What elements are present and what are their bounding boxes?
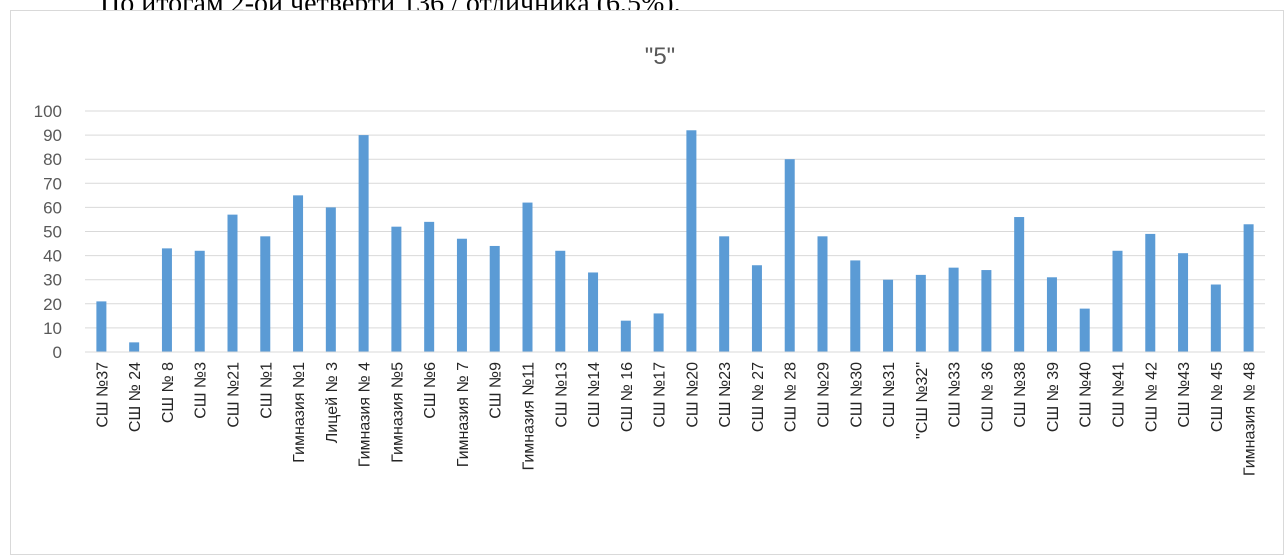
- x-tick-label: Гимназия № 4: [357, 362, 374, 467]
- bar: [293, 195, 304, 352]
- bar: [325, 207, 336, 352]
- x-tick-label: СШ №23: [717, 362, 734, 428]
- y-tick-label: 0: [53, 343, 62, 362]
- bar: [686, 130, 697, 352]
- y-tick-label: 90: [43, 126, 62, 145]
- x-tick-label: Гимназия № 48: [1242, 362, 1259, 476]
- y-tick-label: 60: [43, 198, 62, 217]
- bar: [522, 202, 533, 352]
- bar: [1046, 277, 1057, 352]
- y-axis-tick-labels: 0 10 20 30 40 50 60 70 80 90 100: [34, 102, 62, 362]
- x-tick-label: "СШ №32": [914, 362, 931, 439]
- x-tick-label: СШ № 36: [979, 362, 996, 432]
- bar: [1112, 250, 1123, 352]
- bar: [129, 342, 140, 352]
- x-tick-label: СШ №37: [94, 362, 111, 428]
- chart-area: [10, 10, 1284, 555]
- bar: [981, 270, 992, 352]
- x-tick-label: СШ № 8: [160, 362, 177, 423]
- x-tick-label: Гимназия №5: [389, 362, 406, 463]
- bar: [358, 135, 369, 352]
- x-tick-label: СШ №41: [1111, 362, 1128, 428]
- bar: [161, 248, 172, 352]
- bar: [555, 250, 566, 352]
- x-tick-label: СШ № 27: [750, 362, 767, 432]
- x-tick-label: СШ № 39: [1045, 362, 1062, 432]
- bar: [227, 214, 238, 352]
- y-tick-label: 100: [34, 102, 62, 121]
- x-tick-label: СШ №13: [553, 362, 570, 428]
- x-tick-label: СШ №31: [881, 362, 898, 428]
- x-tick-label: СШ №30: [848, 362, 865, 428]
- x-tick-label: СШ №29: [816, 362, 833, 428]
- bar: [719, 236, 730, 352]
- bar: [915, 274, 926, 352]
- bar: [96, 301, 107, 352]
- bar: [194, 250, 205, 352]
- x-tick-label: СШ № 28: [783, 362, 800, 432]
- x-tick-label: СШ №14: [586, 362, 603, 428]
- x-tick-label: СШ №21: [226, 362, 243, 428]
- bar: [817, 236, 828, 352]
- y-tick-label: 40: [43, 247, 62, 266]
- y-tick-label: 50: [43, 223, 62, 242]
- x-tick-label: СШ №17: [652, 362, 669, 428]
- bar: [751, 265, 762, 352]
- y-tick-label: 30: [43, 271, 62, 290]
- bar: [1178, 253, 1189, 352]
- x-axis-tick-labels: СШ №37 СШ № 24 СШ № 8 СШ №3 СШ №21 СШ №1 Гимна…: [94, 362, 1258, 476]
- x-tick-label: Лицей № 3: [324, 362, 341, 443]
- x-tick-label: СШ №43: [1176, 362, 1193, 428]
- y-tick-label: 80: [43, 150, 62, 169]
- x-tick-label: Гимназия №11: [521, 362, 538, 471]
- x-tick-label: Гимназия №1: [291, 362, 308, 463]
- x-tick-label: СШ №40: [1078, 362, 1095, 428]
- y-tick-label: 70: [43, 174, 62, 193]
- bar: [391, 226, 402, 352]
- x-tick-label: СШ №9: [488, 362, 505, 419]
- x-tick-label: СШ №6: [422, 362, 439, 419]
- bar: [653, 313, 664, 352]
- x-tick-label: Гимназия № 7: [455, 362, 472, 467]
- x-tick-label: СШ № 42: [1143, 362, 1160, 432]
- y-tick-label: 10: [43, 319, 62, 338]
- bar: [883, 279, 894, 352]
- x-tick-label: СШ №1: [258, 362, 275, 419]
- x-tick-label: СШ № 16: [619, 362, 636, 432]
- bar: [1210, 284, 1221, 352]
- x-tick-label: СШ №38: [1012, 362, 1029, 428]
- bar: [850, 260, 861, 352]
- bar: [1014, 217, 1025, 352]
- x-tick-label: СШ № 24: [127, 362, 144, 432]
- bar: [1145, 233, 1156, 352]
- bar: [948, 267, 959, 352]
- bar: [1079, 308, 1090, 352]
- bars: [96, 130, 1254, 352]
- x-tick-label: СШ №3: [193, 362, 210, 419]
- x-tick-label: СШ №20: [684, 362, 701, 428]
- x-tick-label: СШ № 45: [1209, 362, 1226, 432]
- bar: [424, 221, 435, 352]
- bar: [1243, 224, 1254, 352]
- x-tick-label: СШ №33: [947, 362, 964, 428]
- bar: [588, 272, 599, 352]
- gridlines: [85, 110, 1265, 329]
- bar: [489, 245, 500, 352]
- bar: [456, 238, 467, 352]
- y-tick-label: 20: [43, 295, 62, 314]
- bar: [260, 236, 271, 352]
- bar: [784, 159, 795, 352]
- bar: [620, 320, 631, 352]
- chart-title: "5": [645, 43, 675, 70]
